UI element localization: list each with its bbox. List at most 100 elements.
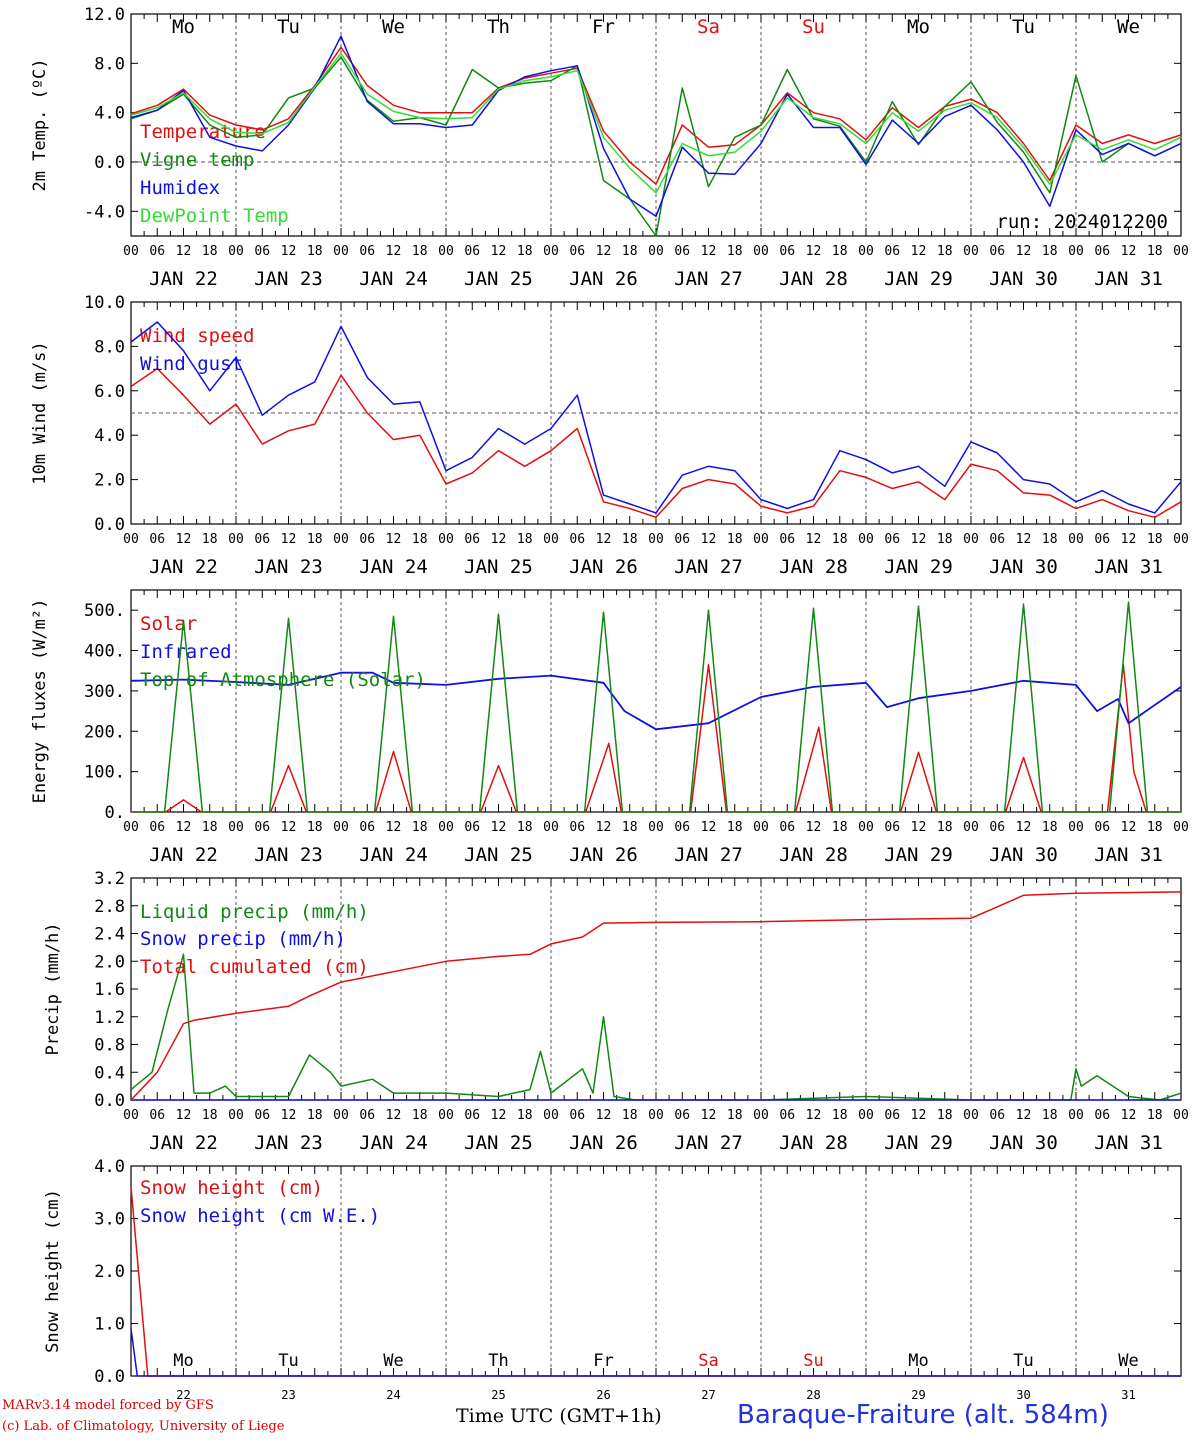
hour-tick-label: 18 <box>1147 532 1163 547</box>
y-tick-label: 4.0 <box>94 1157 125 1177</box>
date-label: JAN 30 <box>989 844 1058 866</box>
hour-tick-label: 06 <box>779 1108 795 1123</box>
hour-tick-label: 06 <box>569 820 585 835</box>
legend-entry: Top of Atmosphere (Solar) <box>140 669 426 691</box>
hour-tick-label: 12 <box>281 244 297 259</box>
date-label: JAN 31 <box>1094 268 1163 290</box>
hour-tick-label: 12 <box>911 820 927 835</box>
hour-tick-label: 18 <box>937 1108 953 1123</box>
hour-tick-label: 06 <box>464 244 480 259</box>
hour-tick-label: 00 <box>963 820 979 835</box>
hour-tick-label: 06 <box>1094 244 1110 259</box>
series-line <box>130 1328 1181 1377</box>
hour-tick-label: 00 <box>858 532 874 547</box>
hour-tick-label: 18 <box>622 1108 638 1123</box>
hour-tick-label: 06 <box>359 820 375 835</box>
y-tick-label: 1.2 <box>94 1008 125 1028</box>
day-name-bottom: Sa <box>698 1351 718 1371</box>
day-name: Mo <box>907 16 930 38</box>
hour-tick-label: 06 <box>464 1108 480 1123</box>
hour-tick-label: 00 <box>438 820 454 835</box>
hour-tick-label: 12 <box>911 244 927 259</box>
y-tick-label: 2.8 <box>94 897 125 917</box>
legend-entry: Liquid precip (mm/h) <box>140 901 369 923</box>
hour-tick-label: 12 <box>1016 532 1032 547</box>
hour-tick-label: 00 <box>648 532 664 547</box>
day-number: 23 <box>281 1388 295 1402</box>
y-tick-label: 0.0 <box>94 1091 125 1111</box>
hour-tick-label: 06 <box>884 1108 900 1123</box>
legend-entry: Wind gust <box>140 353 243 375</box>
hour-tick-label: 18 <box>622 532 638 547</box>
hour-tick-label: 18 <box>832 820 848 835</box>
day-name: Mo <box>172 16 195 38</box>
day-number: 22 <box>176 1388 190 1402</box>
hour-tick-label: 12 <box>806 532 822 547</box>
hour-tick-label: 18 <box>727 1108 743 1123</box>
hour-tick-label: 12 <box>701 244 717 259</box>
date-label: JAN 28 <box>779 556 848 578</box>
lab-credit: (c) Lab. of Climatology, University of L… <box>2 1419 285 1434</box>
hour-tick-label: 12 <box>176 1108 192 1123</box>
hour-tick-label: 00 <box>123 244 139 259</box>
hour-tick-label: 00 <box>753 244 769 259</box>
date-label: JAN 27 <box>674 844 743 866</box>
date-label: JAN 31 <box>1094 556 1163 578</box>
legend-entry: Solar <box>140 613 197 635</box>
y-tick-label: 2.4 <box>94 925 125 945</box>
hour-tick-label: 18 <box>202 820 218 835</box>
date-label: JAN 22 <box>149 1132 218 1154</box>
day-number: 28 <box>806 1388 820 1402</box>
legend-entry: Snow precip (mm/h) <box>140 928 346 950</box>
hour-tick-label: 12 <box>1016 820 1032 835</box>
y-tick-label: -4.0 <box>84 202 125 222</box>
date-label: JAN 22 <box>149 844 218 866</box>
y-tick-label: 100. <box>84 763 125 783</box>
legend-entry: DewPoint Temp <box>140 205 289 227</box>
date-label: JAN 23 <box>254 844 323 866</box>
hour-tick-label: 00 <box>648 1108 664 1123</box>
hour-tick-label: 06 <box>779 532 795 547</box>
hour-tick-label: 18 <box>307 1108 323 1123</box>
series-line <box>130 35 1182 218</box>
hour-tick-label: 12 <box>1121 244 1137 259</box>
hour-tick-label: 18 <box>727 532 743 547</box>
date-label: JAN 25 <box>464 1132 533 1154</box>
series-line <box>130 367 1182 519</box>
hour-tick-label: 12 <box>596 244 612 259</box>
series-line <box>130 56 1182 237</box>
date-label: JAN 22 <box>149 268 218 290</box>
day-name-bottom: Mo <box>908 1351 928 1371</box>
date-label: JAN 30 <box>989 556 1058 578</box>
hour-tick-label: 06 <box>779 244 795 259</box>
hour-tick-label: 12 <box>281 820 297 835</box>
hour-tick-label: 06 <box>149 1108 165 1123</box>
hour-tick-label: 06 <box>359 1108 375 1123</box>
hour-tick-label: 06 <box>464 820 480 835</box>
hour-tick-label: 18 <box>412 532 428 547</box>
station-title: Baraque-Fraiture (alt. 584m) <box>737 1400 1109 1430</box>
hour-tick-label: 18 <box>727 244 743 259</box>
hour-tick-label: 18 <box>517 1108 533 1123</box>
hour-tick-label: 06 <box>464 532 480 547</box>
hour-tick-label: 18 <box>1042 244 1058 259</box>
y-axis-label: 2m Temp. (ºC) <box>30 58 50 191</box>
date-label: JAN 27 <box>674 556 743 578</box>
hour-tick-label: 00 <box>543 820 559 835</box>
hour-tick-label: 00 <box>543 244 559 259</box>
hour-tick-label: 00 <box>123 1108 139 1123</box>
hour-tick-label: 06 <box>254 820 270 835</box>
y-tick-label: 3.0 <box>94 1210 125 1230</box>
hour-tick-label: 06 <box>674 244 690 259</box>
hour-tick-label: 00 <box>1173 1108 1189 1123</box>
hour-tick-label: 12 <box>1016 244 1032 259</box>
hour-tick-label: 18 <box>1042 532 1058 547</box>
hour-tick-label: 00 <box>1068 532 1084 547</box>
hour-tick-label: 06 <box>674 532 690 547</box>
hour-tick-label: 12 <box>176 532 192 547</box>
hour-tick-label: 00 <box>123 532 139 547</box>
hour-tick-label: 12 <box>596 532 612 547</box>
hour-tick-label: 18 <box>412 820 428 835</box>
date-label: JAN 28 <box>779 268 848 290</box>
